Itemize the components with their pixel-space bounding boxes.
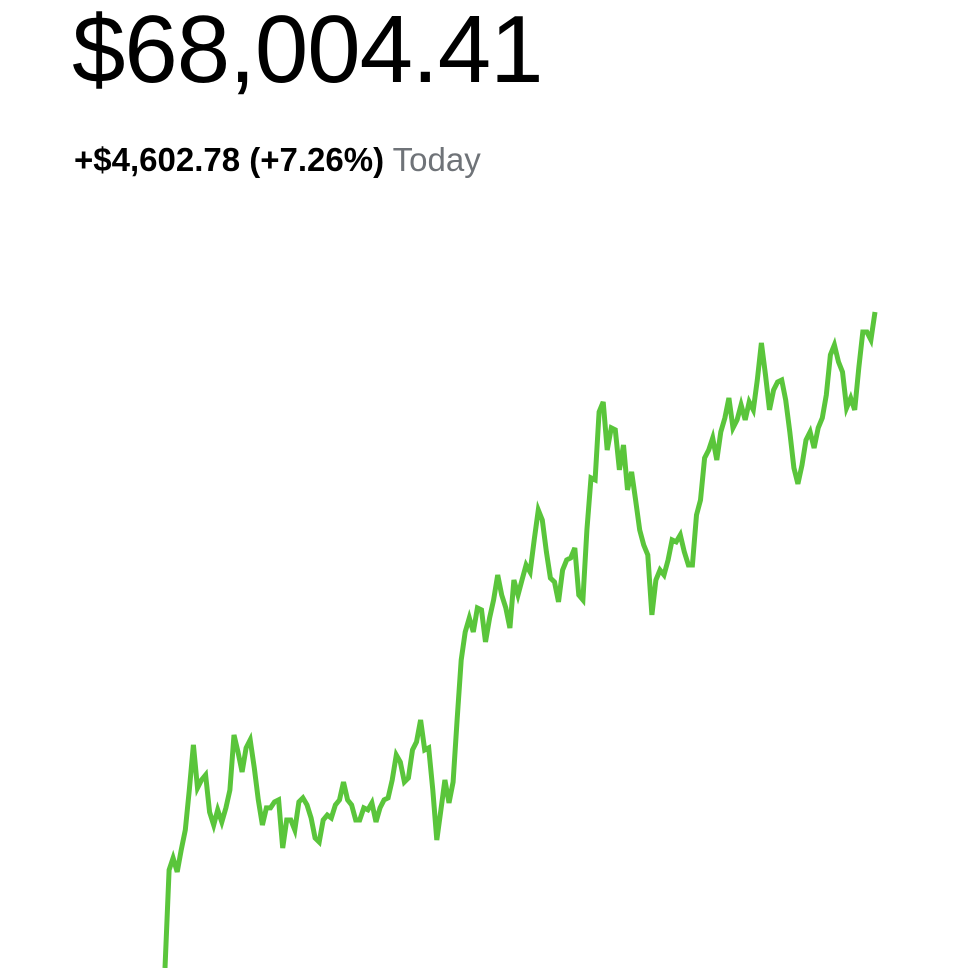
price-line: [162, 311, 878, 968]
daily-change: +$4,602.78 (+7.26%): [74, 141, 385, 178]
portfolio-value: $68,004.41: [72, 0, 543, 103]
period-label: Today: [392, 141, 481, 178]
change-row: +$4,602.78 (+7.26%) Today: [74, 138, 481, 182]
